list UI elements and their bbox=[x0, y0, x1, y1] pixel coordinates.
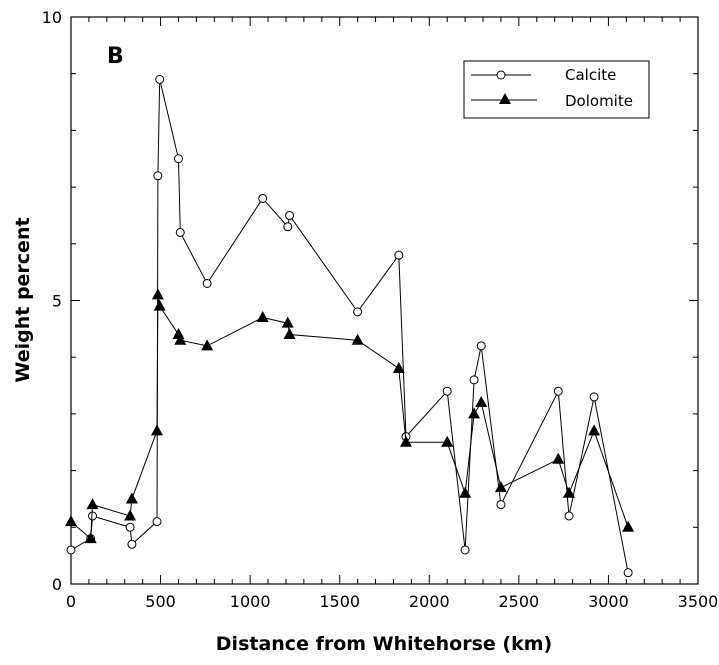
x-tick-label: 1000 bbox=[230, 592, 271, 611]
y-axis-title: Weight percent bbox=[12, 217, 34, 382]
data-point-dolomite bbox=[459, 486, 472, 498]
data-point-calcite bbox=[394, 250, 404, 260]
data-point-dolomite bbox=[588, 424, 601, 436]
x-tick-label: 2500 bbox=[498, 592, 539, 611]
x-tick-label: 1500 bbox=[319, 592, 360, 611]
data-point-dolomite bbox=[256, 311, 269, 323]
data-point-dolomite bbox=[281, 316, 294, 328]
x-axis-title: Distance from Whitehorse (km) bbox=[216, 633, 552, 655]
legend-label-dolomite: Dolomite bbox=[565, 92, 633, 110]
legend-box bbox=[463, 60, 650, 119]
series-layer bbox=[65, 74, 635, 578]
data-point-calcite bbox=[283, 222, 293, 232]
data-point-calcite bbox=[258, 193, 268, 203]
legend-marker-dolomite bbox=[499, 93, 511, 104]
data-point-calcite bbox=[589, 392, 599, 402]
data-point-calcite bbox=[127, 539, 137, 549]
x-tick-label: 2000 bbox=[409, 592, 450, 611]
data-point-dolomite bbox=[201, 339, 214, 351]
legend: Calcite Dolomite bbox=[463, 60, 650, 119]
data-point-calcite bbox=[496, 500, 506, 510]
axis-tick-labels: 0 500 1000 1500 2000 2500 3000 3500 0 5 10 bbox=[42, 8, 719, 611]
data-point-calcite bbox=[153, 171, 163, 181]
data-point-calcite bbox=[353, 307, 363, 317]
series-line-dolomite bbox=[70, 294, 629, 540]
data-point-calcite bbox=[285, 210, 295, 220]
x-tick-label: 3500 bbox=[678, 592, 719, 611]
data-point-dolomite bbox=[399, 435, 412, 447]
data-point-dolomite bbox=[150, 424, 163, 436]
data-point-calcite bbox=[155, 74, 165, 84]
data-point-calcite bbox=[442, 386, 452, 396]
data-point-calcite bbox=[202, 278, 212, 288]
data-point-dolomite bbox=[124, 509, 137, 521]
data-point-dolomite bbox=[494, 481, 507, 493]
data-point-dolomite bbox=[84, 532, 97, 544]
data-point-calcite bbox=[564, 511, 574, 521]
data-point-calcite bbox=[623, 568, 633, 578]
legend-label-calcite: Calcite bbox=[565, 66, 616, 84]
data-point-dolomite bbox=[125, 492, 138, 504]
x-tick-label: 3000 bbox=[588, 592, 629, 611]
data-point-dolomite bbox=[65, 515, 77, 527]
data-point-dolomite bbox=[86, 498, 99, 510]
data-point-dolomite bbox=[392, 362, 405, 374]
axis-ticks bbox=[70, 16, 699, 585]
data-point-dolomite bbox=[563, 486, 576, 498]
data-point-dolomite bbox=[441, 435, 454, 447]
x-tick-label: 500 bbox=[145, 592, 176, 611]
data-point-dolomite bbox=[151, 288, 164, 300]
y-tick-label: 5 bbox=[52, 292, 62, 311]
data-point-dolomite bbox=[351, 333, 364, 345]
y-tick-label: 10 bbox=[42, 8, 62, 27]
data-point-dolomite bbox=[174, 333, 187, 345]
x-tick-label: 0 bbox=[66, 592, 76, 611]
series-line-calcite bbox=[70, 79, 629, 573]
data-point-dolomite bbox=[552, 452, 565, 464]
data-point-calcite bbox=[125, 522, 135, 532]
data-point-dolomite bbox=[468, 407, 481, 419]
data-point-calcite bbox=[152, 517, 162, 527]
data-point-calcite bbox=[66, 545, 76, 555]
data-point-calcite bbox=[553, 386, 563, 396]
y-tick-label: 0 bbox=[52, 575, 62, 594]
data-point-calcite bbox=[175, 227, 185, 237]
data-point-calcite bbox=[173, 154, 183, 164]
data-point-dolomite bbox=[622, 520, 635, 532]
panel-label: B bbox=[107, 44, 124, 69]
data-point-dolomite bbox=[153, 299, 166, 311]
data-point-dolomite bbox=[283, 328, 296, 340]
data-point-calcite bbox=[469, 375, 479, 385]
legend-marker-calcite bbox=[496, 70, 506, 80]
data-point-calcite bbox=[476, 341, 486, 351]
data-point-calcite bbox=[460, 545, 470, 555]
data-point-dolomite bbox=[475, 396, 488, 408]
